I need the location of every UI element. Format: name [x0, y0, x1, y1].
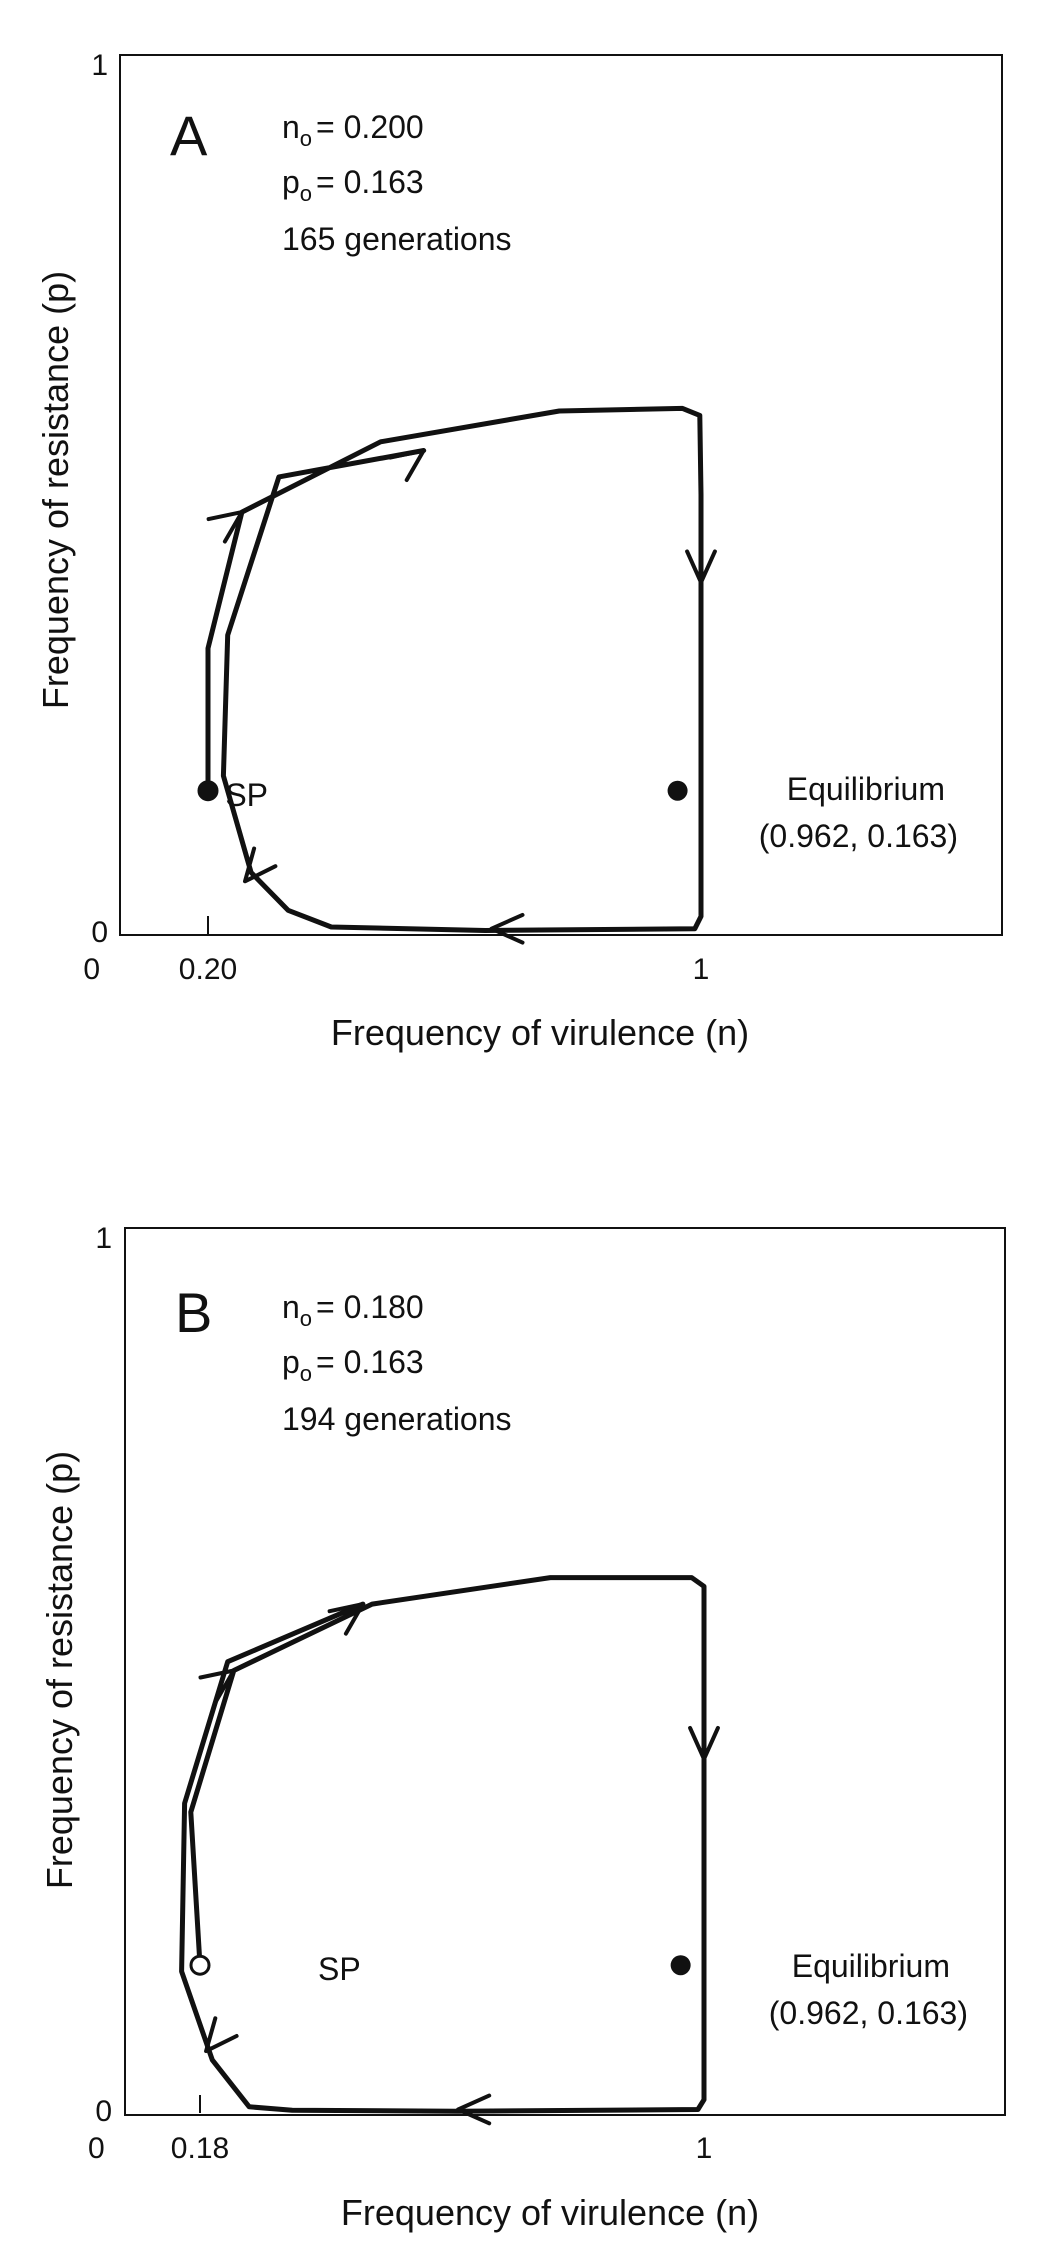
arrow-head-icon — [243, 846, 278, 884]
arrow-head-icon — [388, 448, 426, 482]
arrow-head-icon — [327, 1602, 365, 1636]
panel-b-param-p: po = 0.163 — [282, 1344, 424, 1386]
x-tick-label: 1 — [693, 953, 710, 986]
equilibrium-point — [667, 780, 688, 801]
panel-b-label: B — [175, 1281, 212, 1344]
panel-a-param-p: po = 0.163 — [282, 164, 424, 206]
x-tick-label: 1 — [696, 2132, 713, 2165]
x-tick-label: 0.20 — [179, 953, 237, 986]
y-tick-label: 1 — [91, 49, 108, 82]
x-tick-label: 0 — [83, 953, 100, 986]
trajectory-line — [205, 405, 704, 933]
panel-b-x-axis-label: Frequency of virulence (n) — [341, 2192, 759, 2233]
panel-a-generations: 165 generations — [282, 221, 512, 257]
panel-a-x-axis-label: Frequency of virulence (n) — [331, 1012, 749, 1053]
panel-a-marks — [197, 405, 717, 945]
panel-a-ticks: 0 0.20 1 0 1 — [83, 49, 709, 986]
panel-b-sp-label: SP — [318, 1951, 361, 1987]
panel-b-y-axis-label: Frequency of resistance (p) — [39, 1451, 80, 1889]
panel-b-plot-frame — [124, 1227, 1006, 2116]
panel-b-ticks: 0 0.18 1 0 1 — [88, 1222, 712, 2165]
y-tick-label: 1 — [95, 1222, 112, 1255]
panel-a-label: A — [170, 104, 208, 167]
arrow-head-icon — [685, 549, 717, 585]
panel-b-equilibrium-coords: (0.962, 0.163) — [769, 1995, 968, 2031]
panel-b-generations: 194 generations — [282, 1401, 512, 1437]
x-tick-label: 0.18 — [171, 2132, 229, 2165]
panel-b-equilibrium-label: Equilibrium — [792, 1948, 950, 1984]
y-tick-label: 0 — [95, 2095, 112, 2128]
sp-point — [189, 1954, 211, 1976]
equilibrium-point — [670, 1955, 691, 1976]
arrow-head-icon — [204, 2016, 239, 2054]
trajectory-line — [179, 1575, 707, 2114]
panel-a-y-axis-label: Frequency of resistance (p) — [35, 271, 76, 709]
y-tick-label: 0 — [91, 916, 108, 949]
arrow-head-icon — [688, 1726, 720, 1761]
panel-a-param-n: no = 0.200 — [282, 109, 424, 151]
panel-b: B no = 0.180 po = 0.163 194 generations Fr… — [39, 1222, 1006, 2233]
panel-a: A no = 0.200 po = 0.163 165 generations Fr… — [35, 49, 1003, 1053]
arrow-head-icon — [489, 912, 525, 945]
panel-b-marks — [179, 1575, 720, 2126]
arrow-head-icon — [198, 1668, 236, 1702]
panel-b-param-n: no = 0.180 — [282, 1289, 424, 1331]
panel-a-equilibrium-coords: (0.962, 0.163) — [759, 818, 958, 854]
panel-a-sp-label: SP — [225, 777, 268, 813]
panel-a-plot-frame — [119, 54, 1003, 936]
arrow-head-icon — [456, 2093, 492, 2126]
arrow-head-icon — [206, 510, 244, 544]
x-tick-label: 0 — [88, 2132, 105, 2165]
panel-a-equilibrium-label: Equilibrium — [787, 771, 945, 807]
sp-point — [197, 780, 219, 802]
